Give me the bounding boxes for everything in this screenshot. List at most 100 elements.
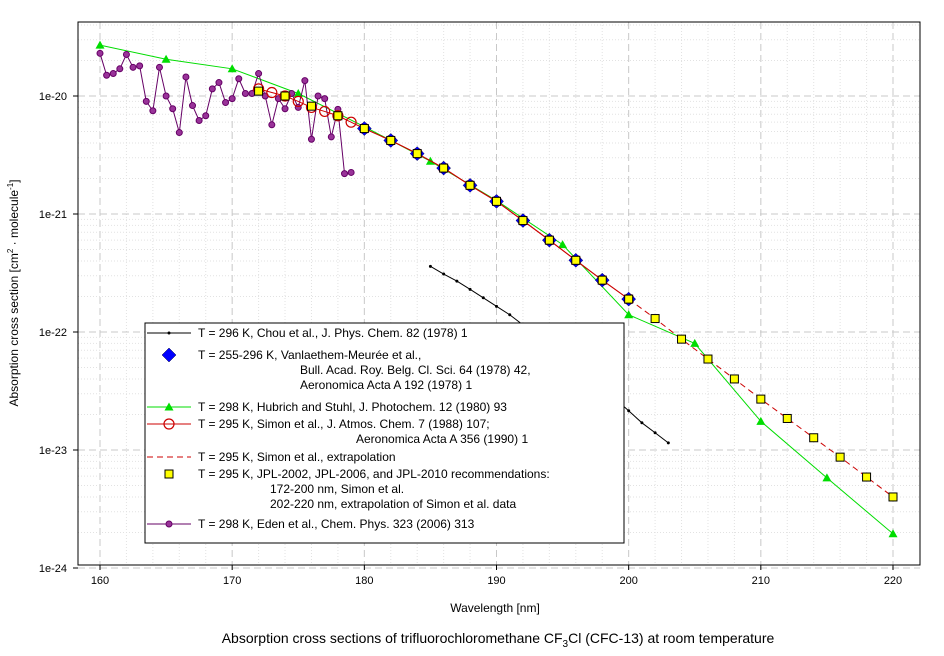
data-point [495, 304, 498, 308]
legend-label: Aeronomica Acta A 192 (1978) 1 [300, 378, 472, 392]
x-axis-label: Wavelength [nm] [450, 601, 540, 615]
legend-label: 172-200 nm, Simon et al. [270, 482, 404, 496]
data-point [624, 294, 634, 304]
data-point [412, 149, 422, 159]
data-point [640, 421, 644, 425]
legend-entry: T = 298 K, Hubrich and Stuhl, J. Photoch… [147, 400, 507, 414]
data-point [116, 65, 124, 73]
data-point [677, 334, 687, 344]
data-point [122, 50, 130, 58]
plot-frame [77, 21, 921, 566]
y-tick-label: 1e-22 [39, 327, 67, 339]
data-point [189, 102, 197, 110]
x-tick-label: 180 [355, 575, 373, 587]
data-point [109, 70, 117, 78]
data-point [155, 63, 163, 71]
data-point [254, 86, 264, 96]
y-tick-label: 1e-21 [39, 209, 67, 221]
x-tick-label: 160 [91, 575, 109, 587]
data-point [442, 272, 446, 276]
data-point [809, 433, 819, 443]
data-point [333, 111, 343, 121]
data-point [314, 92, 322, 100]
data-point [163, 418, 175, 430]
data-point [359, 124, 369, 134]
data-point [558, 240, 568, 249]
y-axis-label: Absorption cross section [cm2 · molecule… [6, 179, 21, 406]
data-point [202, 112, 210, 120]
legend-label: T = 298 K, Eden et al., Chem. Phys. 323 … [198, 517, 475, 531]
data-point [481, 296, 485, 300]
x-tick-label: 170 [223, 575, 241, 587]
legend-label: Aeronomica Acta A 356 (1990) 1 [356, 432, 528, 446]
legend-label: 202-220 nm, extrapolation of Simon et al… [270, 497, 516, 511]
data-point [136, 62, 144, 70]
legend-entry: T = 295 K, Simon et al., J. Atmos. Chem.… [147, 417, 528, 446]
data-point [281, 105, 289, 113]
data-point [142, 97, 150, 105]
data-point [703, 354, 713, 364]
data-point [175, 129, 183, 137]
data-point [782, 413, 792, 423]
data-point [492, 196, 501, 206]
legend: T = 296 K, Chou et al., J. Phys. Chem. 8… [144, 322, 625, 544]
data-point [161, 347, 177, 363]
data-point [544, 235, 554, 245]
data-point [597, 275, 607, 285]
data-point [195, 116, 203, 124]
data-point [862, 472, 872, 482]
data-point [465, 180, 475, 190]
chart-caption: Absorption cross sections of trifluoroch… [222, 630, 775, 650]
data-point [624, 310, 634, 319]
series-eden [96, 49, 355, 178]
legend-entry: T = 298 K, Eden et al., Chem. Phys. 323 … [147, 517, 475, 531]
data-point [439, 163, 449, 173]
legend-label: T = 295 K, JPL-2002, JPL-2006, and JPL-2… [198, 467, 550, 481]
data-point [162, 92, 170, 100]
data-point [279, 90, 291, 102]
data-point [164, 402, 174, 411]
data-point [341, 170, 349, 178]
data-point [347, 168, 355, 176]
y-tick-label: 1e-23 [39, 445, 67, 457]
data-point [650, 314, 660, 324]
x-tick-label: 190 [487, 575, 505, 587]
data-point [292, 95, 304, 107]
data-point [161, 54, 171, 63]
data-point [835, 452, 845, 462]
data-point [386, 135, 396, 145]
series-group [95, 40, 898, 538]
data-point [167, 331, 171, 335]
data-point [888, 492, 898, 502]
data-point [266, 86, 278, 99]
data-point [653, 431, 657, 435]
x-tick-label: 210 [752, 575, 770, 587]
data-point [756, 394, 766, 404]
data-point [235, 75, 243, 83]
data-point [508, 313, 512, 317]
data-point [729, 374, 739, 384]
data-point [301, 77, 309, 85]
data-point [280, 91, 290, 101]
data-point [468, 287, 472, 291]
data-point [666, 441, 670, 445]
legend-entry: T = 296 K, Chou et al., J. Phys. Chem. 8… [147, 326, 468, 340]
x-tick-label: 200 [619, 575, 637, 587]
data-point [227, 64, 237, 73]
legend-box [144, 322, 625, 544]
data-point [332, 110, 344, 122]
data-point [268, 121, 276, 129]
data-point [182, 73, 190, 81]
y-tick-label: 1e-20 [39, 91, 67, 103]
data-point [208, 85, 216, 93]
legend-label: T = 295 K, Simon et al., J. Atmos. Chem.… [198, 417, 490, 431]
legend-label: T = 255-296 K, Vanlaethem-Meurée et al., [198, 348, 421, 362]
legend-label: T = 295 K, Simon et al., extrapolation [198, 450, 396, 464]
series-jpl [254, 86, 898, 502]
series-line [99, 53, 352, 175]
legend-label: T = 296 K, Chou et al., J. Phys. Chem. 8… [198, 326, 468, 340]
data-point [690, 338, 700, 347]
legend-entry: T = 255-296 K, Vanlaethem-Meurée et al.,… [161, 347, 531, 392]
data-point [571, 255, 581, 265]
data-point [319, 105, 331, 118]
